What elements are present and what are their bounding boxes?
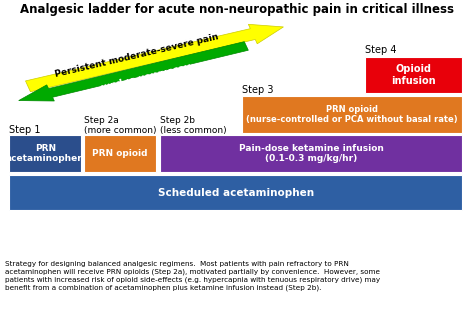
- FancyBboxPatch shape: [365, 57, 462, 93]
- Text: Scheduled acetaminophen: Scheduled acetaminophen: [158, 188, 314, 198]
- Text: Persistent moderate-severe pain: Persistent moderate-severe pain: [55, 32, 220, 79]
- Text: Step 1: Step 1: [9, 125, 41, 135]
- FancyBboxPatch shape: [84, 135, 155, 172]
- Text: Step 3: Step 3: [242, 84, 273, 95]
- Text: PRN
acetaminophen: PRN acetaminophen: [6, 144, 85, 163]
- Text: Resolution of pain: Resolution of pain: [100, 60, 192, 91]
- Text: Opioid
infusion: Opioid infusion: [391, 64, 436, 86]
- Polygon shape: [18, 42, 248, 101]
- Text: Step 4: Step 4: [365, 46, 396, 55]
- Text: Step 2b
(less common): Step 2b (less common): [160, 115, 227, 135]
- FancyBboxPatch shape: [9, 135, 82, 172]
- Text: Pain-dose ketamine infusion
(0.1-0.3 mg/kg/hr): Pain-dose ketamine infusion (0.1-0.3 mg/…: [239, 144, 384, 163]
- FancyBboxPatch shape: [9, 176, 462, 210]
- FancyBboxPatch shape: [160, 135, 462, 172]
- Text: PRN opioid: PRN opioid: [92, 149, 147, 158]
- FancyBboxPatch shape: [242, 96, 462, 133]
- Polygon shape: [26, 24, 283, 92]
- Text: PRN opioid
(nurse-controlled or PCA without basal rate): PRN opioid (nurse-controlled or PCA with…: [246, 105, 458, 124]
- Title: Analgesic ladder for acute non-neuropathic pain in critical illness: Analgesic ladder for acute non-neuropath…: [20, 3, 454, 16]
- Text: Strategy for designing balanced analgesic regimens.  Most patients with pain ref: Strategy for designing balanced analgesi…: [5, 261, 380, 291]
- Text: Step 2a
(more common): Step 2a (more common): [84, 115, 156, 135]
